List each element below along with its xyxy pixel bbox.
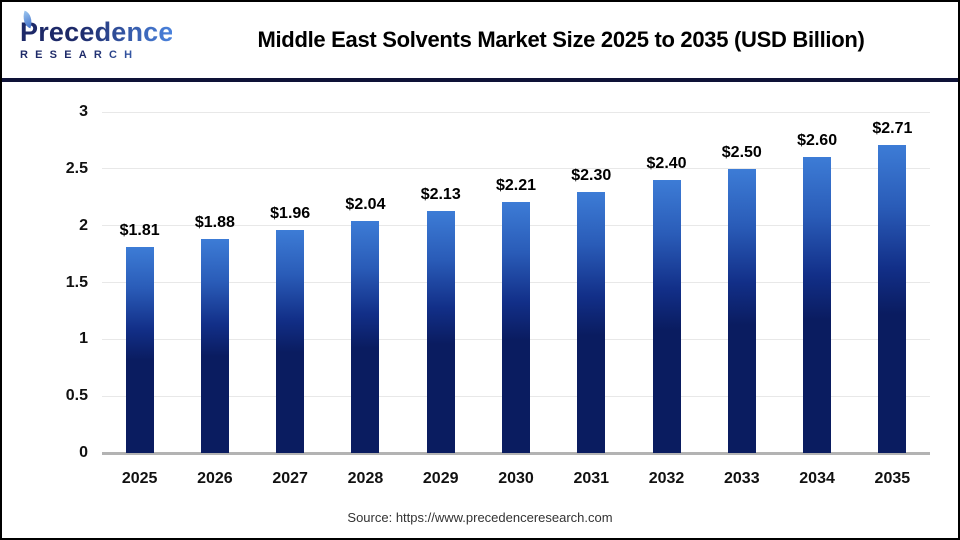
x-tick-label: 2029 [422, 470, 459, 487]
bar-slot: $2.40 [629, 112, 704, 453]
x-tick-label: 2033 [724, 470, 760, 487]
header-divider [2, 78, 958, 82]
bar-slot: $1.81 [102, 112, 177, 453]
y-axis-labels: 0 0.5 1 1.5 2 2.5 3 [30, 103, 88, 461]
y-tick-label: 1 [79, 330, 88, 348]
title-container: Middle East Solvents Market Size 2025 to… [172, 27, 958, 53]
chart-title: Middle East Solvents Market Size 2025 to… [257, 27, 865, 52]
x-tick-label: 2035 [874, 470, 911, 487]
bar-slot: $2.50 [704, 112, 779, 453]
x-axis-labels: 2025 2026 2027 2028 2029 2030 2031 2032 2033 2034… [102, 470, 930, 490]
bar-slot: $1.96 [253, 112, 328, 453]
bar-value-label: $1.88 [194, 214, 235, 232]
gridline [102, 111, 930, 113]
bar-2031 [577, 191, 606, 453]
bar-value-label: $2.71 [872, 119, 913, 137]
bar-value-label: $2.21 [495, 176, 537, 194]
bar-slot: $2.04 [328, 112, 403, 453]
bar-2026 [200, 239, 229, 453]
bar-value-label: $1.81 [119, 222, 160, 240]
bar-value-label: $2.60 [797, 132, 838, 150]
bar-slot: $2.71 [855, 112, 930, 453]
bar-slot: $2.60 [779, 112, 854, 453]
bar-2029 [426, 210, 455, 453]
y-tick-label: 2 [79, 216, 88, 234]
bar-2035 [878, 144, 907, 453]
y-tick-label: 2.5 [65, 159, 88, 177]
x-tick-label: 2031 [573, 470, 610, 487]
bar-2032 [652, 180, 681, 453]
bar-value-label: $1.96 [270, 205, 311, 223]
y-tick-label: 0 [79, 444, 88, 461]
bar-slot: $2.13 [403, 112, 478, 453]
bar-value-label: $2.04 [345, 196, 386, 214]
precedence-research-logo: Precedence RESEARCH [19, 10, 174, 61]
bar-2028 [351, 221, 380, 453]
bar-value-label: $2.50 [721, 143, 762, 161]
gridline [102, 168, 930, 170]
y-tick-label: 1.5 [65, 273, 88, 291]
header: Precedence RESEARCH Middle East Solvents… [2, 2, 958, 78]
x-tick-label: 2026 [197, 470, 233, 487]
logo-brand-text: Precedence [20, 17, 174, 47]
source-text: Source: https://www.precedenceresearch.c… [347, 510, 613, 525]
y-tick-label: 0.5 [65, 387, 88, 405]
x-tick-label: 2028 [347, 470, 384, 487]
x-tick-label: 2025 [121, 470, 158, 487]
bar-2027 [276, 230, 305, 453]
bar-slot: $2.21 [478, 112, 553, 453]
bar-2034 [803, 157, 832, 453]
bar-slot: $1.88 [177, 112, 252, 453]
y-tick-label: 3 [79, 103, 88, 120]
chart-area: 0 0.5 1 1.5 2 2.5 3 $1.81 $1.88 $1.96 $2.04 $2.13 $… [2, 82, 958, 538]
bar-2025 [125, 247, 154, 453]
x-axis-line [102, 451, 930, 455]
logo-subtitle-text: RESEARCH [20, 49, 172, 61]
plot-area: $1.81 $1.88 $1.96 $2.04 $2.13 $2.21 $2.30 $2.40… [102, 111, 930, 455]
x-tick-label: 2027 [272, 470, 308, 487]
x-tick-label: 2032 [648, 470, 685, 487]
bar-value-label: $2.40 [646, 155, 687, 173]
bars-layer: $1.81 $1.88 $1.96 $2.04 $2.13 $2.21 $2.30 $2.40… [102, 112, 930, 453]
bar-value-label: $2.13 [420, 185, 461, 203]
x-tick-label: 2034 [799, 470, 835, 487]
bar-value-label: $2.30 [571, 166, 612, 184]
bar-2033 [727, 168, 756, 453]
x-tick-label: 2030 [498, 470, 534, 487]
bar-slot: $2.30 [554, 112, 629, 453]
bar-2030 [501, 201, 530, 453]
